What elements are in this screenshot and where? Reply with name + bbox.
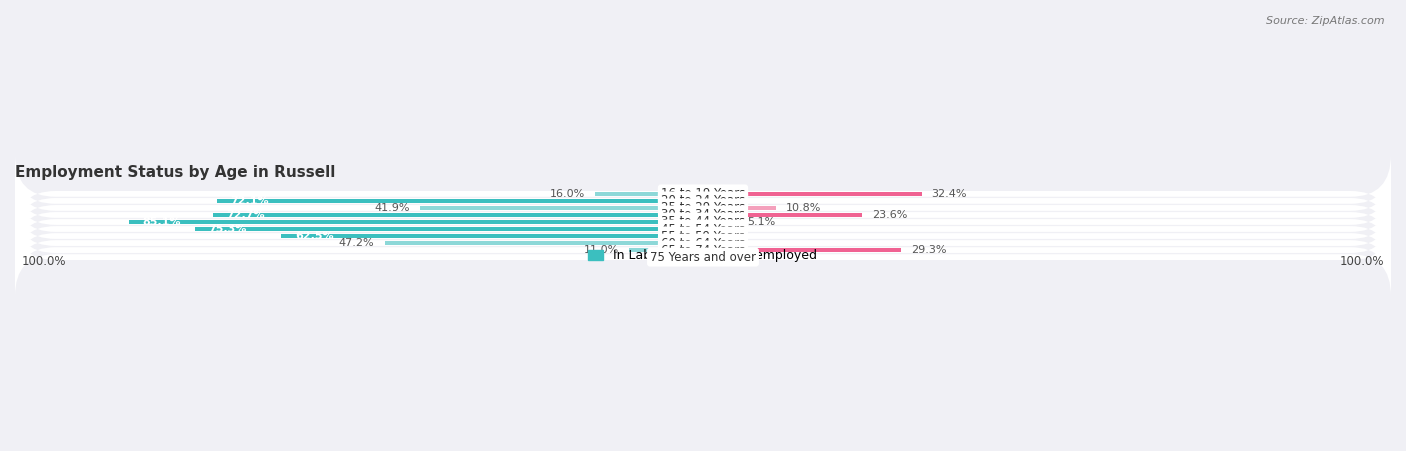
Text: 100.0%: 100.0% (21, 255, 66, 268)
Text: 65 to 74 Years: 65 to 74 Years (661, 244, 745, 257)
Text: 41.9%: 41.9% (375, 203, 411, 213)
Bar (281, 234, 703, 238)
Text: 47.2%: 47.2% (339, 238, 374, 248)
Text: 55 to 59 Years: 55 to 59 Years (661, 230, 745, 243)
Text: 32.4%: 32.4% (932, 189, 967, 199)
Text: 35 to 44 Years: 35 to 44 Years (661, 216, 745, 229)
Text: 0.0%: 0.0% (713, 238, 741, 248)
Bar (129, 220, 703, 224)
Bar (385, 241, 703, 245)
Text: 2.7%: 2.7% (647, 252, 675, 262)
Text: Employment Status by Age in Russell: Employment Status by Age in Russell (15, 166, 336, 180)
Text: 20 to 24 Years: 20 to 24 Years (661, 194, 745, 207)
Text: 0.0%: 0.0% (713, 252, 741, 262)
Bar (703, 248, 901, 252)
Bar (595, 192, 703, 196)
Text: 60 to 64 Years: 60 to 64 Years (661, 237, 745, 249)
Text: 75 Years and over: 75 Years and over (650, 251, 756, 264)
Bar (703, 192, 921, 196)
Bar (420, 206, 703, 210)
Text: 16 to 19 Years: 16 to 19 Years (661, 187, 745, 200)
Text: 16.0%: 16.0% (550, 189, 585, 199)
FancyBboxPatch shape (15, 161, 1391, 240)
Text: 0.0%: 0.0% (713, 231, 741, 241)
Legend: In Labor Force, Unemployed: In Labor Force, Unemployed (583, 244, 823, 267)
Bar (195, 227, 703, 231)
FancyBboxPatch shape (15, 204, 1391, 282)
Text: 29.3%: 29.3% (911, 245, 946, 255)
Bar (703, 220, 737, 224)
Bar (703, 206, 776, 210)
FancyBboxPatch shape (15, 197, 1391, 275)
Text: 100.0%: 100.0% (1340, 255, 1385, 268)
Text: 11.0%: 11.0% (583, 245, 619, 255)
Text: Source: ZipAtlas.com: Source: ZipAtlas.com (1267, 16, 1385, 26)
Bar (217, 199, 703, 203)
Text: 23.6%: 23.6% (872, 210, 908, 220)
FancyBboxPatch shape (15, 155, 1391, 233)
Bar (703, 213, 862, 217)
Text: 72.1%: 72.1% (231, 196, 269, 206)
FancyBboxPatch shape (15, 211, 1391, 290)
Text: 25 to 29 Years: 25 to 29 Years (661, 202, 745, 214)
Text: 5.1%: 5.1% (748, 217, 776, 227)
Text: 30 to 34 Years: 30 to 34 Years (661, 208, 745, 221)
Text: 0.0%: 0.0% (713, 196, 741, 206)
FancyBboxPatch shape (15, 176, 1391, 254)
FancyBboxPatch shape (15, 190, 1391, 268)
Bar (628, 248, 703, 252)
Text: 62.5%: 62.5% (295, 231, 333, 241)
FancyBboxPatch shape (15, 183, 1391, 261)
Text: 10.8%: 10.8% (786, 203, 821, 213)
Text: 45 to 54 Years: 45 to 54 Years (661, 222, 745, 235)
FancyBboxPatch shape (15, 169, 1391, 247)
Text: 0.0%: 0.0% (713, 224, 741, 234)
Text: 72.7%: 72.7% (226, 210, 264, 220)
Text: 75.3%: 75.3% (208, 224, 247, 234)
Text: 85.1%: 85.1% (142, 217, 181, 227)
FancyBboxPatch shape (15, 218, 1391, 296)
Bar (685, 255, 703, 259)
Bar (212, 213, 703, 217)
